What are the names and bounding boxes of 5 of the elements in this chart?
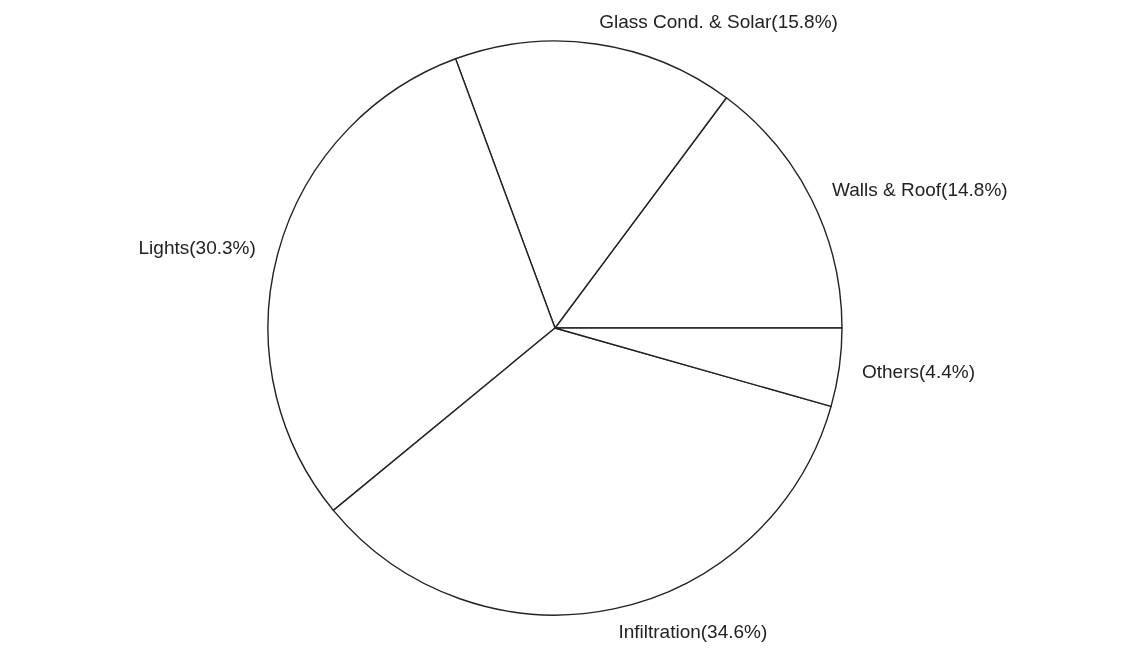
slice-label: Walls & Roof(14.8%) (831, 178, 1008, 200)
slice-label: Glass Cond. & Solar(15.8%) (599, 11, 838, 33)
slice-label: Others(4.4%) (862, 360, 975, 382)
slice-label: Lights(30.3%) (138, 237, 256, 259)
slice-label: Infiltration(34.6%) (618, 621, 768, 643)
